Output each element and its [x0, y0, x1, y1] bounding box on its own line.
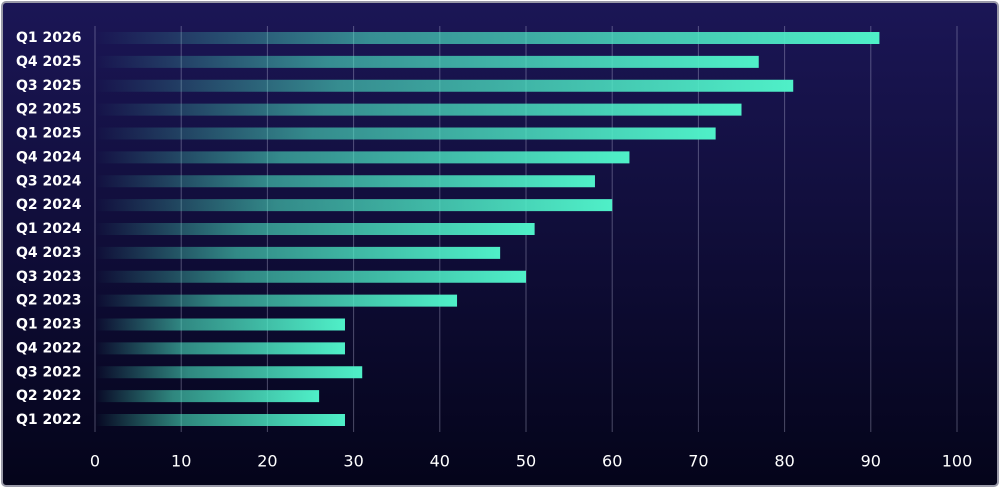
bar	[95, 294, 458, 307]
y-tick-label: Q1 2024	[16, 221, 82, 237]
y-tick-label: Q1 2025	[16, 126, 81, 142]
bar	[95, 270, 526, 283]
bar	[95, 223, 535, 235]
labels: 0 10 20 30 40 50 60 70 80 90 100 Q1 2026 Q4 2025 Q3 2…	[16, 30, 972, 471]
y-tick-label: Q2 2022	[16, 388, 81, 404]
x-tick-label: 0	[90, 452, 100, 471]
y-tick-label: Q1 2023	[16, 317, 81, 333]
bar	[95, 151, 630, 164]
x-tick-label: 20	[257, 452, 277, 471]
x-tick-label: 90	[861, 452, 881, 471]
bar	[95, 55, 759, 68]
y-tick-label: Q2 2025	[16, 102, 81, 118]
x-tick-label: 10	[171, 452, 191, 471]
x-tick-label: 50	[516, 452, 536, 471]
y-tick-label: Q1 2022	[16, 412, 81, 428]
bar	[95, 127, 716, 140]
y-tick-label: Q2 2024	[16, 197, 82, 213]
y-tick-label: Q4 2022	[16, 340, 81, 356]
x-tick-label: 40	[430, 452, 450, 471]
bar	[95, 32, 880, 44]
y-tick-label: Q3 2022	[16, 364, 81, 380]
y-tick-label: Q3 2023	[16, 269, 81, 285]
y-tick-label: Q4 2023	[16, 245, 81, 261]
x-tick-label: 30	[343, 452, 363, 471]
bar	[95, 103, 742, 116]
x-tick-label: 60	[602, 452, 622, 471]
bar	[95, 318, 345, 331]
y-tick-label: Q1 2026	[16, 30, 81, 46]
bar	[95, 390, 320, 403]
y-tick-label: Q3 2024	[16, 173, 82, 189]
y-tick-label: Q2 2023	[16, 293, 81, 309]
bar	[95, 342, 345, 355]
bar	[95, 199, 613, 212]
y-tick-label: Q4 2025	[16, 54, 81, 70]
bar	[95, 175, 595, 188]
bars	[95, 32, 880, 426]
bar	[95, 79, 794, 92]
x-tick-label: 100	[942, 452, 973, 471]
x-tick-label: 70	[688, 452, 708, 471]
bar	[95, 366, 363, 379]
bar	[95, 246, 501, 259]
bar	[95, 414, 345, 426]
y-tick-label: Q4 2024	[16, 149, 82, 165]
x-tick-label: 80	[774, 452, 794, 471]
y-tick-label: Q3 2025	[16, 78, 81, 94]
